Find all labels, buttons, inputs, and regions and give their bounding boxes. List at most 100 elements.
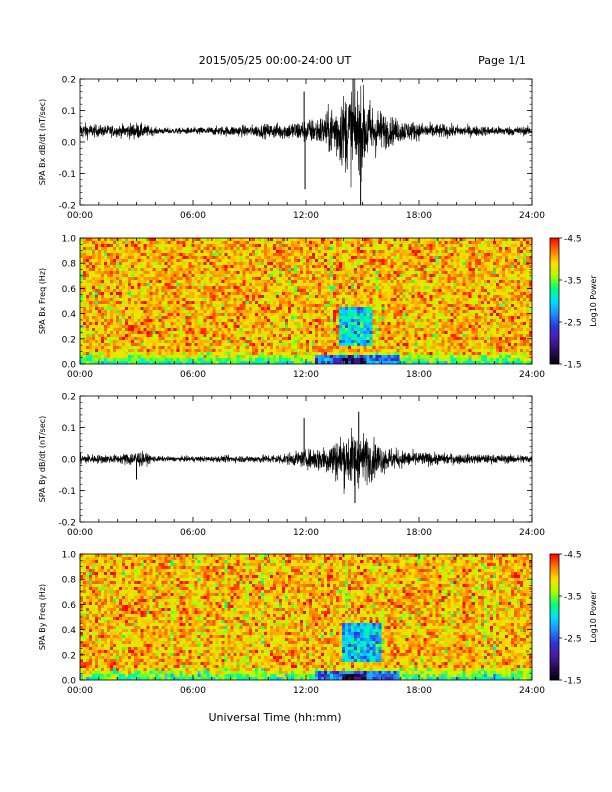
spectrogram-cell (107, 310, 111, 314)
spectrogram-cell (372, 253, 376, 257)
spectrogram-cell (194, 277, 198, 281)
spectrogram-cell (221, 250, 225, 254)
spectrogram-cell (315, 289, 319, 293)
spectrogram-cell (278, 247, 283, 251)
spectrogram-cell (188, 325, 192, 329)
spectrogram-cell (116, 241, 120, 245)
spectrogram-cell (342, 331, 346, 335)
spectrogram-cell (89, 253, 93, 257)
spectrogram-cell (396, 268, 400, 272)
spectrogram-cell (134, 271, 138, 275)
y-tick-label: -0.2 (58, 202, 76, 212)
spectrogram-cell (330, 325, 334, 329)
spectrogram-cell (116, 316, 120, 320)
spectrogram-cell (324, 322, 328, 326)
spectrogram-cell (233, 265, 237, 269)
spectrogram-cell (390, 316, 394, 320)
spectrogram-cell (152, 271, 156, 275)
spectrogram-cell (245, 322, 249, 326)
spectrogram-cell (272, 334, 277, 338)
spectrogram-cell (98, 253, 102, 257)
spectrogram-cell (89, 244, 93, 248)
spectrogram-cell (348, 343, 352, 347)
spectrogram-cell (218, 253, 222, 257)
spectrogram-cell (272, 316, 277, 320)
y-axis: -0.2-0.10.00.10.2 (58, 76, 532, 212)
spectrogram-cell (143, 328, 147, 332)
spectrogram-cell (245, 274, 249, 278)
spectrogram-cell (254, 343, 258, 347)
spectrogram-cell (260, 295, 265, 299)
spectrogram-cell (95, 277, 99, 281)
spectrogram-cell (384, 319, 388, 323)
spectrogram-cell (119, 265, 123, 269)
spectrogram-cell (408, 361, 412, 365)
spectrogram-cell (203, 346, 207, 350)
spectrogram-cell (309, 358, 313, 362)
spectrogram-cell (182, 352, 186, 356)
spectrogram-cell (387, 346, 391, 350)
spectrogram-cell (309, 337, 313, 341)
spectrogram-cell (414, 277, 418, 281)
spectrogram-cell (131, 352, 135, 356)
spectrogram-cell (176, 319, 180, 323)
spectrogram-cell (212, 292, 216, 296)
spectrogram-cell (426, 247, 430, 251)
spectrogram-cell (330, 253, 334, 257)
spectrogram-cell (89, 343, 93, 347)
spectrogram-cell (302, 271, 307, 275)
spectrogram-cell (98, 349, 102, 353)
spectrogram-cell (146, 247, 150, 251)
spectrogram-cell (92, 262, 96, 266)
spectrogram-cell (333, 265, 337, 269)
spectrogram-cell (155, 322, 159, 326)
spectrogram-cell (417, 310, 421, 314)
spectrogram-cell (345, 334, 349, 338)
spectrogram-cell (315, 328, 319, 332)
spectrogram-cell (254, 292, 258, 296)
spectrogram-cell (182, 301, 186, 305)
spectrogram-cell (408, 304, 412, 308)
spectrogram-cell (80, 241, 84, 245)
spectrogram-cell (161, 346, 165, 350)
spectrogram-cell (290, 319, 295, 323)
spectrogram-cell (423, 277, 427, 281)
spectrogram-cell (299, 316, 304, 320)
spectrogram-cell (158, 253, 162, 257)
spectrogram-cell (384, 277, 388, 281)
spectrogram-cell (354, 322, 358, 326)
spectrogram-cell (212, 274, 216, 278)
spectrogram-cell (230, 319, 234, 323)
spectrogram-cell (218, 358, 222, 362)
spectrogram-cell (387, 304, 391, 308)
spectrogram-cell (360, 253, 364, 257)
spectrogram-cell (131, 361, 135, 365)
spectrogram-cell (215, 322, 219, 326)
spectrogram-cell (209, 358, 213, 362)
spectrogram-cell (128, 319, 132, 323)
spectrogram-cell (107, 295, 111, 299)
spectrogram-cell (336, 259, 340, 263)
spectrogram-cell (330, 250, 334, 254)
spectrogram-cell (423, 241, 427, 245)
spectrogram-cell (339, 334, 343, 338)
spectrogram-cell (354, 295, 358, 299)
spectrogram-cell (230, 238, 234, 242)
spectrogram-cell (278, 361, 283, 365)
spectrogram-cell (345, 274, 349, 278)
spectrogram-cell (384, 352, 388, 356)
spectrogram-cell (312, 280, 316, 284)
spectrogram-cell (333, 298, 337, 302)
spectrogram-cell (426, 316, 430, 320)
spectrogram-cell (182, 325, 186, 329)
spectrogram-cell (263, 310, 268, 314)
spectrogram-cell (122, 340, 126, 344)
spectrogram-cell (293, 283, 298, 287)
spectrogram-cell (336, 292, 340, 296)
spectrogram-cell (275, 304, 280, 308)
spectrogram-cell (101, 295, 105, 299)
spectrogram-cell (212, 355, 216, 359)
spectrogram-cell (98, 301, 102, 305)
spectrogram-cell (83, 256, 87, 260)
spectrogram-cell (149, 358, 153, 362)
